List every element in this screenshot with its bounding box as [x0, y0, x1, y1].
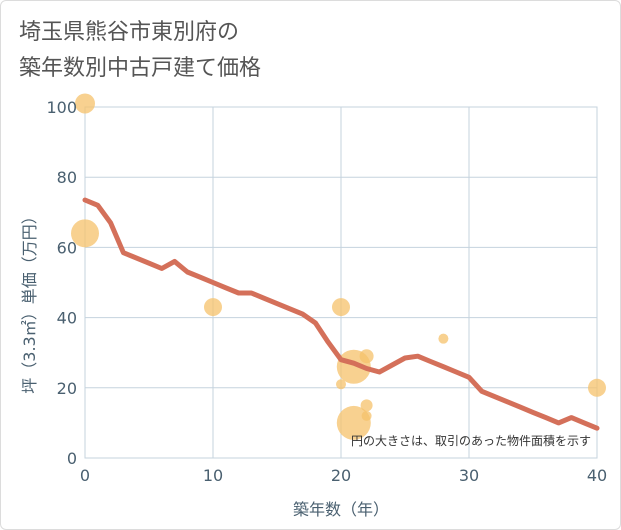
- bubble-point: [438, 333, 449, 344]
- x-tick-label: 0: [80, 466, 90, 485]
- y-axis-ticks: 0 20 40 60 80 100: [46, 98, 77, 468]
- bubble-size-note: 円の大きさは、取引のあった物件面積を示す: [351, 433, 591, 448]
- average-line-series: [82, 197, 600, 431]
- bubble-series: [71, 93, 606, 440]
- chart-title-line1: 埼玉県熊谷市東別府の: [19, 20, 240, 45]
- bubble-point: [204, 298, 222, 317]
- bubble-point: [588, 378, 606, 397]
- x-tick-label: 10: [203, 466, 223, 485]
- chart-title: 埼玉県熊谷市東別府の 築年数別中古戸建て価格: [19, 15, 261, 87]
- bubble-point: [71, 219, 99, 248]
- x-axis-ticks: 0 10 20 30 40: [80, 466, 607, 485]
- bubble-point: [360, 399, 373, 412]
- x-tick-label: 20: [331, 466, 351, 485]
- x-tick-label: 30: [459, 466, 479, 485]
- y-tick-label: 0: [67, 449, 77, 468]
- y-axis-label: 坪（3.3㎡）単価（万円）: [20, 208, 39, 393]
- y-tick-label: 20: [57, 379, 77, 398]
- chart-title-line2: 築年数別中古戸建て価格: [19, 56, 262, 81]
- y-tick-label: 100: [46, 98, 77, 117]
- y-tick-label: 60: [57, 238, 77, 257]
- bubble-point: [332, 298, 350, 317]
- bubble-point: [75, 93, 95, 114]
- average-line: [82, 197, 600, 431]
- y-tick-label: 40: [57, 309, 77, 328]
- y-tick-label: 80: [57, 168, 77, 187]
- x-tick-label: 40: [587, 466, 607, 485]
- x-axis-label: 築年数（年）: [293, 500, 389, 519]
- grid-lines: [84, 106, 598, 459]
- bubble-point: [361, 410, 372, 421]
- bubble-point: [336, 379, 346, 390]
- bubble-point: [359, 349, 374, 364]
